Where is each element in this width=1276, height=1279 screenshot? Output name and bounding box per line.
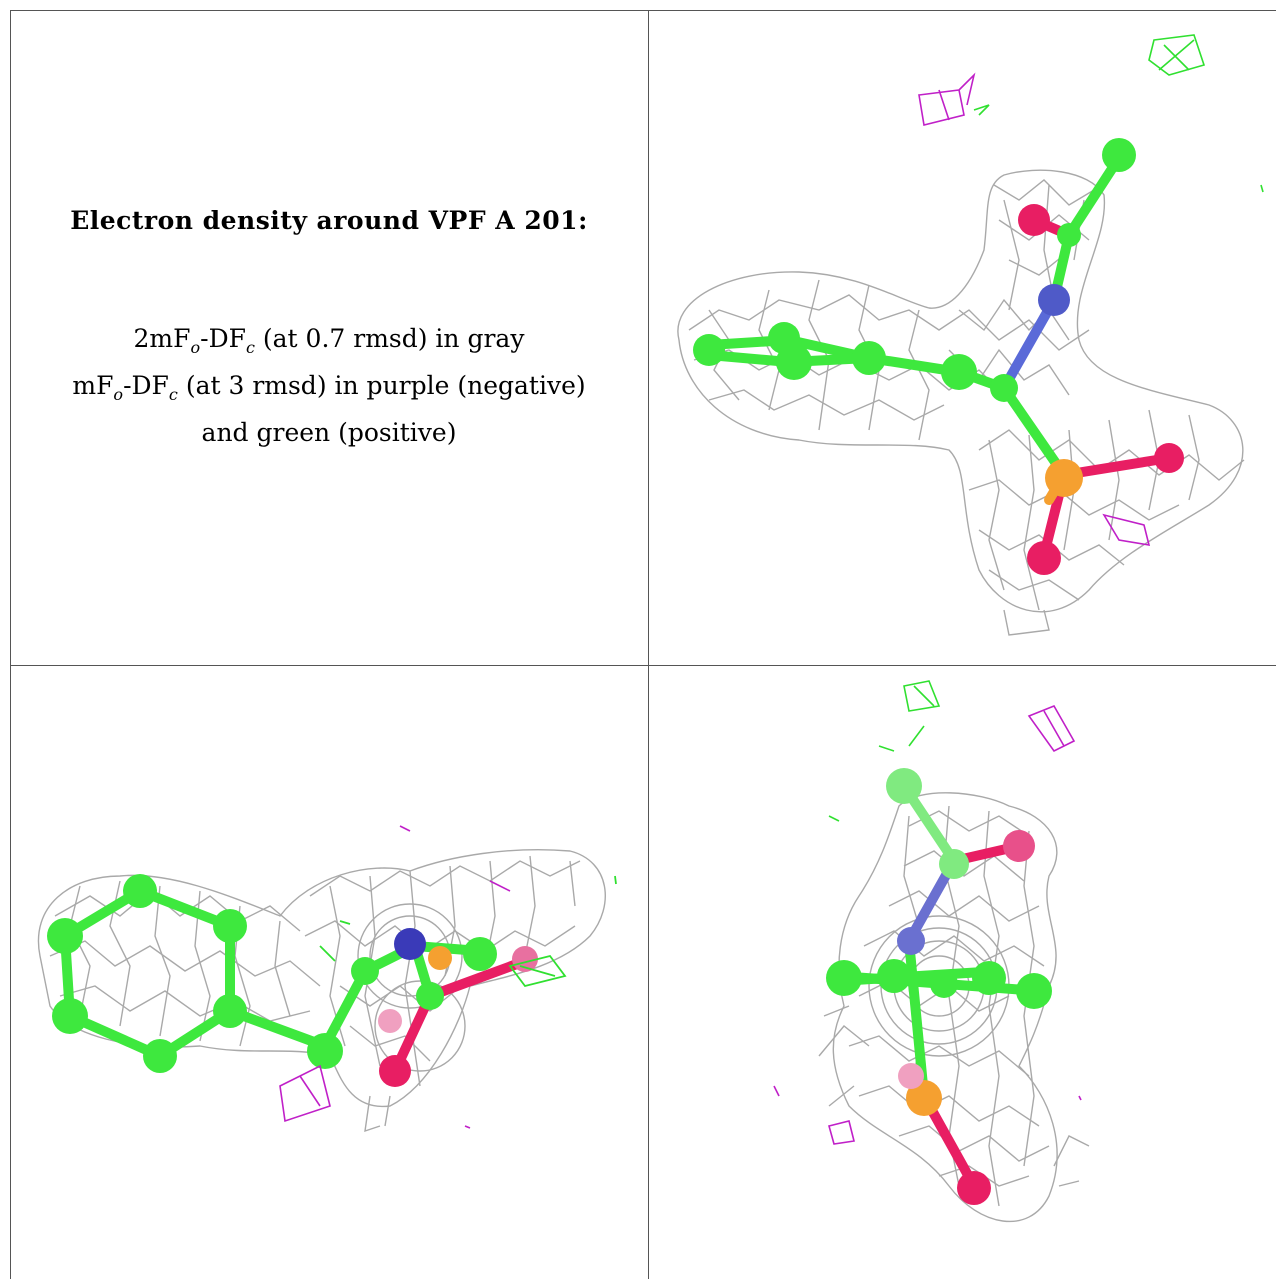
- legend-line-colors: and green (positive): [201, 418, 457, 447]
- ligand-stick-model: [47, 874, 538, 1087]
- ligand-stick-model: [826, 768, 1052, 1205]
- negative-density-blobs: [279, 825, 511, 1129]
- grid-border: [10, 10, 11, 1279]
- legend-line-2mfo: 2mFo-DFc (at 0.7 rmsd) in gray: [133, 324, 525, 357]
- grid-border: [10, 10, 1276, 11]
- ligand-stick-model: [693, 138, 1184, 575]
- density-view-bottom-right: [649, 666, 1276, 1279]
- negative-density-blobs: [773, 704, 1082, 1145]
- density-view-image: [677, 34, 1264, 636]
- density-view-image: [773, 680, 1090, 1223]
- legend-description: 2mFo-DFc (at 0.7 rmsd) in gray mFo-DFc (…: [10, 320, 648, 452]
- gray-density-mesh: [37, 849, 606, 1133]
- legend-title: Electron density around VPF A 201:: [70, 206, 588, 235]
- density-view-bottom-left: [10, 666, 648, 1279]
- figure-grid: Electron density around VPF A 201: 2mFo-…: [10, 10, 1276, 1279]
- grid-divider-horizontal: [10, 665, 1276, 666]
- legend-cell: Electron density around VPF A 201: 2mFo-…: [10, 10, 648, 665]
- density-view-image: [37, 825, 617, 1133]
- grid-divider-vertical: [648, 10, 649, 1279]
- positive-density-blobs: [319, 875, 617, 988]
- gray-density-mesh: [677, 169, 1245, 636]
- positive-density-blobs: [973, 34, 1264, 193]
- positive-density-blobs: [828, 680, 941, 822]
- density-view-top-right: [649, 10, 1276, 665]
- negative-density-blobs: [918, 72, 1151, 546]
- legend-line-mfo: mFo-DFc (at 3 rmsd) in purple (negative): [72, 371, 586, 404]
